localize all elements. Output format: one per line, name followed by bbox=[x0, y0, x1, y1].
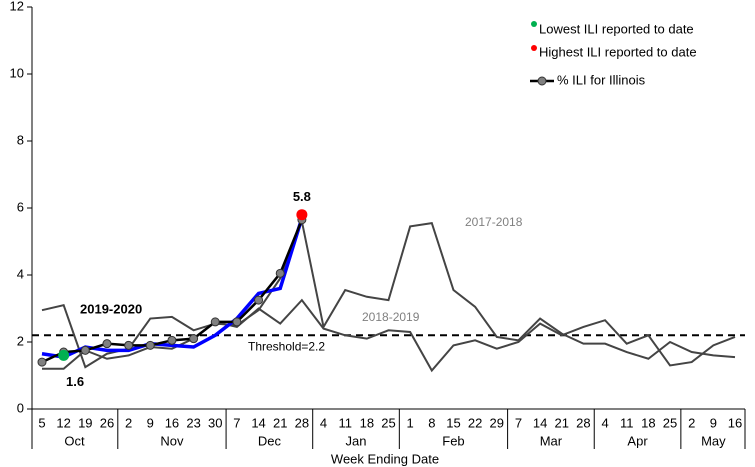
legend-label: Lowest ILI reported to date bbox=[539, 21, 694, 36]
y-tick-label: 10 bbox=[10, 65, 24, 80]
series-label: 2018-2019 bbox=[362, 310, 420, 324]
month-label: Dec bbox=[258, 433, 282, 448]
y-tick-label: 6 bbox=[17, 199, 24, 214]
x-tick-label: 19 bbox=[78, 415, 92, 430]
month-label: Oct bbox=[64, 433, 85, 448]
x-tick-label: 2 bbox=[688, 415, 695, 430]
month-label: Jan bbox=[346, 433, 367, 448]
x-tick-label: 21 bbox=[555, 415, 569, 430]
x-tick-label: 2 bbox=[125, 415, 132, 430]
highest-label: 5.8 bbox=[293, 189, 311, 204]
x-tick-label: 15 bbox=[446, 415, 460, 430]
x-tick-label: 16 bbox=[728, 415, 742, 430]
month-label: Apr bbox=[627, 433, 648, 448]
month-label: Feb bbox=[442, 433, 464, 448]
threshold-label: Threshold=2.2 bbox=[248, 339, 325, 353]
series-marker bbox=[189, 334, 199, 344]
series-marker bbox=[167, 335, 177, 345]
x-tick-label: 8 bbox=[428, 415, 435, 430]
series-marker bbox=[275, 268, 285, 278]
month-label: Nov bbox=[160, 433, 184, 448]
month-label: Mar bbox=[540, 433, 563, 448]
y-tick-label: 0 bbox=[17, 400, 24, 415]
month-label: May bbox=[701, 433, 726, 448]
x-tick-label: 7 bbox=[233, 415, 240, 430]
x-tick-label: 12 bbox=[56, 415, 70, 430]
x-tick-label: 23 bbox=[186, 415, 200, 430]
series-marker bbox=[102, 339, 112, 349]
legend-marker bbox=[537, 76, 547, 86]
x-tick-label: 1 bbox=[407, 415, 414, 430]
x-tick-label: 30 bbox=[208, 415, 222, 430]
series-marker bbox=[124, 340, 134, 350]
series-label: 2017-2018 bbox=[465, 215, 523, 229]
x-tick-label: 25 bbox=[381, 415, 395, 430]
x-tick-label: 9 bbox=[147, 415, 154, 430]
legend-label: Highest ILI reported to date bbox=[539, 44, 697, 59]
series-marker bbox=[80, 345, 90, 355]
x-tick-label: 28 bbox=[576, 415, 590, 430]
legend-label: % ILI for Illinois bbox=[557, 72, 646, 87]
x-tick-label: 18 bbox=[641, 415, 655, 430]
x-tick-label: 25 bbox=[663, 415, 677, 430]
x-tick-label: 14 bbox=[251, 415, 265, 430]
series-marker bbox=[210, 317, 220, 327]
highest-marker bbox=[296, 209, 308, 221]
x-tick-label: 4 bbox=[601, 415, 608, 430]
x-tick-label: 9 bbox=[710, 415, 717, 430]
x-tick-label: 11 bbox=[620, 415, 634, 430]
y-tick-label: 12 bbox=[10, 0, 24, 13]
x-tick-label: 26 bbox=[100, 415, 114, 430]
x-axis-label: Week Ending Date bbox=[331, 451, 439, 466]
x-tick-label: 7 bbox=[515, 415, 522, 430]
lowest-marker bbox=[58, 349, 70, 361]
lowest-label: 1.6 bbox=[66, 374, 84, 389]
series-marker bbox=[37, 357, 47, 367]
series-label: 2019-2020 bbox=[80, 301, 142, 316]
series-line bbox=[42, 298, 736, 373]
x-tick-label: 29 bbox=[490, 415, 504, 430]
series-marker bbox=[145, 340, 155, 350]
y-tick-label: 4 bbox=[17, 266, 24, 281]
x-tick-label: 4 bbox=[320, 415, 327, 430]
series-line bbox=[41, 217, 736, 369]
x-tick-label: 16 bbox=[165, 415, 179, 430]
x-tick-label: 14 bbox=[533, 415, 547, 430]
legend-dot bbox=[531, 21, 537, 27]
series-marker bbox=[232, 317, 242, 327]
x-tick-label: 21 bbox=[273, 415, 287, 430]
legend-dot bbox=[531, 45, 537, 51]
x-tick-label: 11 bbox=[338, 415, 352, 430]
y-tick-label: 2 bbox=[17, 333, 24, 348]
x-tick-label: 18 bbox=[360, 415, 374, 430]
x-tick-label: 5 bbox=[38, 415, 45, 430]
y-tick-label: 8 bbox=[17, 132, 24, 147]
series-marker bbox=[254, 295, 264, 305]
x-tick-label: 28 bbox=[295, 415, 309, 430]
x-tick-label: 22 bbox=[468, 415, 482, 430]
